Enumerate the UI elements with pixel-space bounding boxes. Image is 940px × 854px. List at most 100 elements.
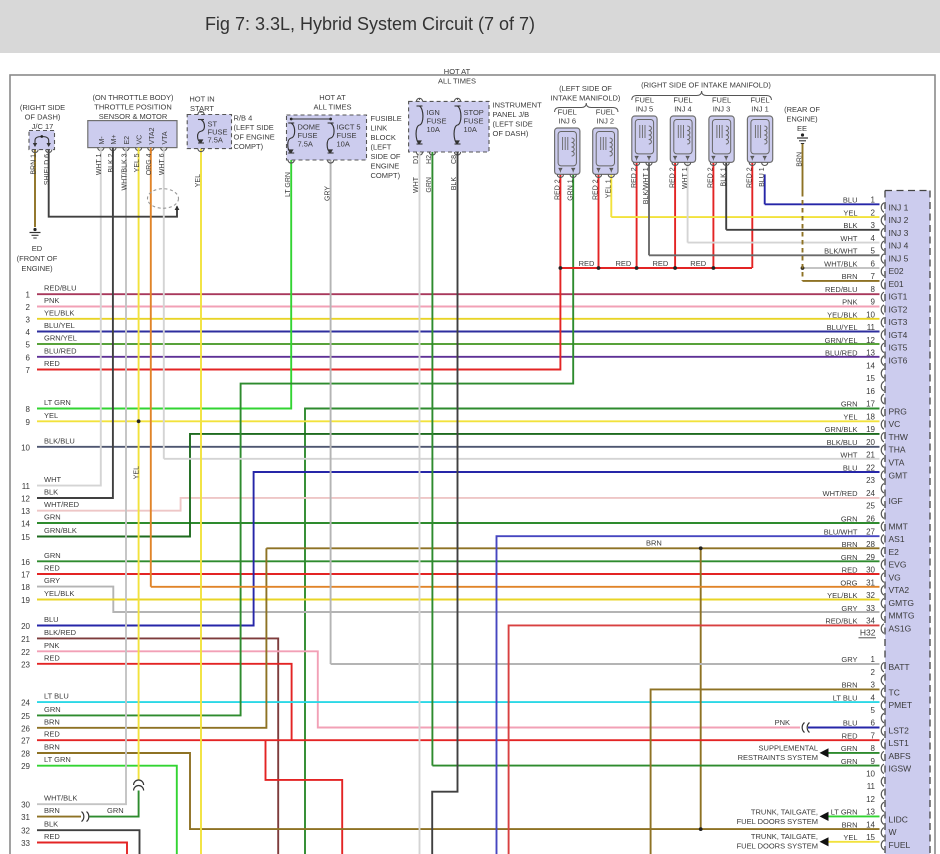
svg-text:4: 4 [871,234,876,243]
svg-text:LT GRN: LT GRN [831,808,858,817]
svg-text:15: 15 [866,833,875,842]
svg-text:ALL TIMES: ALL TIMES [438,77,476,86]
svg-text:FUEL: FUEL [596,108,615,117]
svg-text:RED: RED [842,731,858,740]
svg-text:GRN: GRN [44,551,61,560]
svg-text:LT GRN: LT GRN [44,755,71,764]
svg-text:BLK: BLK [44,488,58,497]
svg-text:RED: RED [653,259,669,268]
svg-text:OF DASH): OF DASH) [25,113,61,122]
svg-text:4: 4 [871,693,876,702]
svg-text:RED: RED [690,259,706,268]
svg-text:DOME: DOME [298,123,321,132]
svg-text:M+: M+ [111,135,118,145]
svg-text:YEL: YEL [843,412,857,421]
svg-text:MMTG: MMTG [889,611,915,621]
svg-text:BLU: BLU [843,463,858,472]
svg-text:WHT 1: WHT 1 [96,153,103,175]
svg-text:9: 9 [26,418,31,427]
svg-text:H32: H32 [860,628,876,638]
svg-text:OF ENGINE: OF ENGINE [234,133,275,142]
svg-text:7: 7 [26,366,31,375]
svg-text:BLK: BLK [44,820,58,829]
svg-text:YEL/BLK: YEL/BLK [827,591,857,600]
svg-text:GRN: GRN [841,400,858,409]
svg-text:IGT5: IGT5 [889,343,908,353]
svg-text:ENGINE: ENGINE [371,162,400,171]
svg-text:BLK/RED: BLK/RED [44,628,77,637]
svg-text:BRN: BRN [44,806,60,815]
svg-text:26: 26 [866,515,875,524]
svg-text:RED/BLU: RED/BLU [44,284,77,293]
svg-text:E2: E2 [889,547,900,557]
svg-text:GRN: GRN [841,515,858,524]
svg-text:ABFS: ABFS [889,751,912,761]
svg-text:BLU: BLU [44,615,59,624]
svg-text:IGT2: IGT2 [889,304,908,314]
svg-text:21: 21 [866,451,875,460]
svg-text:30: 30 [21,801,30,810]
svg-text:E2: E2 [124,136,131,145]
svg-text:14: 14 [21,520,30,529]
svg-text:START: START [190,104,214,113]
svg-text:GRN: GRN [841,757,858,766]
svg-text:IGN: IGN [427,108,440,117]
svg-text:LINK: LINK [371,124,388,133]
svg-text:INJ 4: INJ 4 [889,241,909,251]
svg-text:13: 13 [866,808,875,817]
svg-text:COMPT): COMPT) [371,171,401,180]
svg-text:BRN 1: BRN 1 [31,154,38,175]
svg-text:INSTRUMENT: INSTRUMENT [493,101,543,110]
svg-text:14: 14 [866,820,875,829]
svg-text:ORG: ORG [840,578,857,587]
svg-text:IGCT 5: IGCT 5 [337,123,361,132]
svg-text:M-: M- [99,136,106,145]
svg-text:WHT/RED: WHT/RED [823,489,859,498]
svg-text:BLU/YEL: BLU/YEL [827,323,858,332]
svg-text:INJ 4: INJ 4 [674,105,692,114]
svg-text:RED: RED [579,259,595,268]
svg-text:HOT IN: HOT IN [189,95,214,104]
svg-text:19: 19 [21,596,30,605]
svg-text:FUSE: FUSE [337,131,357,140]
svg-text:20: 20 [21,622,30,631]
svg-text:32: 32 [866,591,875,600]
svg-text:FUSIBLE: FUSIBLE [371,114,402,123]
svg-text:PNK: PNK [44,641,59,650]
svg-text:WHT 1: WHT 1 [682,167,689,189]
svg-text:GRN/YEL: GRN/YEL [825,336,858,345]
svg-text:IGSW: IGSW [889,764,912,774]
svg-text:BRN: BRN [646,538,662,547]
svg-text:FUSE: FUSE [427,117,447,126]
svg-text:WHT: WHT [840,451,857,460]
svg-text:YEL: YEL [44,411,58,420]
svg-text:VG: VG [889,572,901,582]
svg-text:BRN: BRN [842,820,858,829]
svg-text:RED 2: RED 2 [593,179,600,200]
svg-text:1: 1 [871,655,876,664]
svg-text:BLK/BLU: BLK/BLU [827,438,858,447]
svg-text:16: 16 [21,558,30,567]
svg-text:17: 17 [21,571,30,580]
svg-text:PNK: PNK [44,296,59,305]
svg-text:EVG: EVG [889,560,907,570]
svg-text:INTAKE MANIFOLD): INTAKE MANIFOLD) [551,94,621,103]
svg-text:7.5A: 7.5A [298,140,313,149]
svg-text:INJ 3: INJ 3 [889,228,909,238]
svg-text:BLU: BLU [843,719,858,728]
svg-text:LT BLU: LT BLU [44,692,69,701]
svg-text:7.5A: 7.5A [208,136,223,145]
svg-text:10A: 10A [337,140,350,149]
svg-text:HOT AT: HOT AT [319,93,346,102]
svg-text:IGF: IGF [889,496,903,506]
svg-text:EE: EE [797,124,807,133]
svg-text:4: 4 [26,328,31,337]
svg-text:11: 11 [867,323,876,332]
svg-text:TRUNK, TAILGATE,: TRUNK, TAILGATE, [751,808,818,817]
svg-text:GRN: GRN [44,705,61,714]
svg-text:LST1: LST1 [889,738,910,748]
svg-text:IGT4: IGT4 [889,330,908,340]
svg-text:FUEL: FUEL [889,840,911,850]
svg-text:12: 12 [866,336,875,345]
svg-text:33: 33 [866,604,875,613]
